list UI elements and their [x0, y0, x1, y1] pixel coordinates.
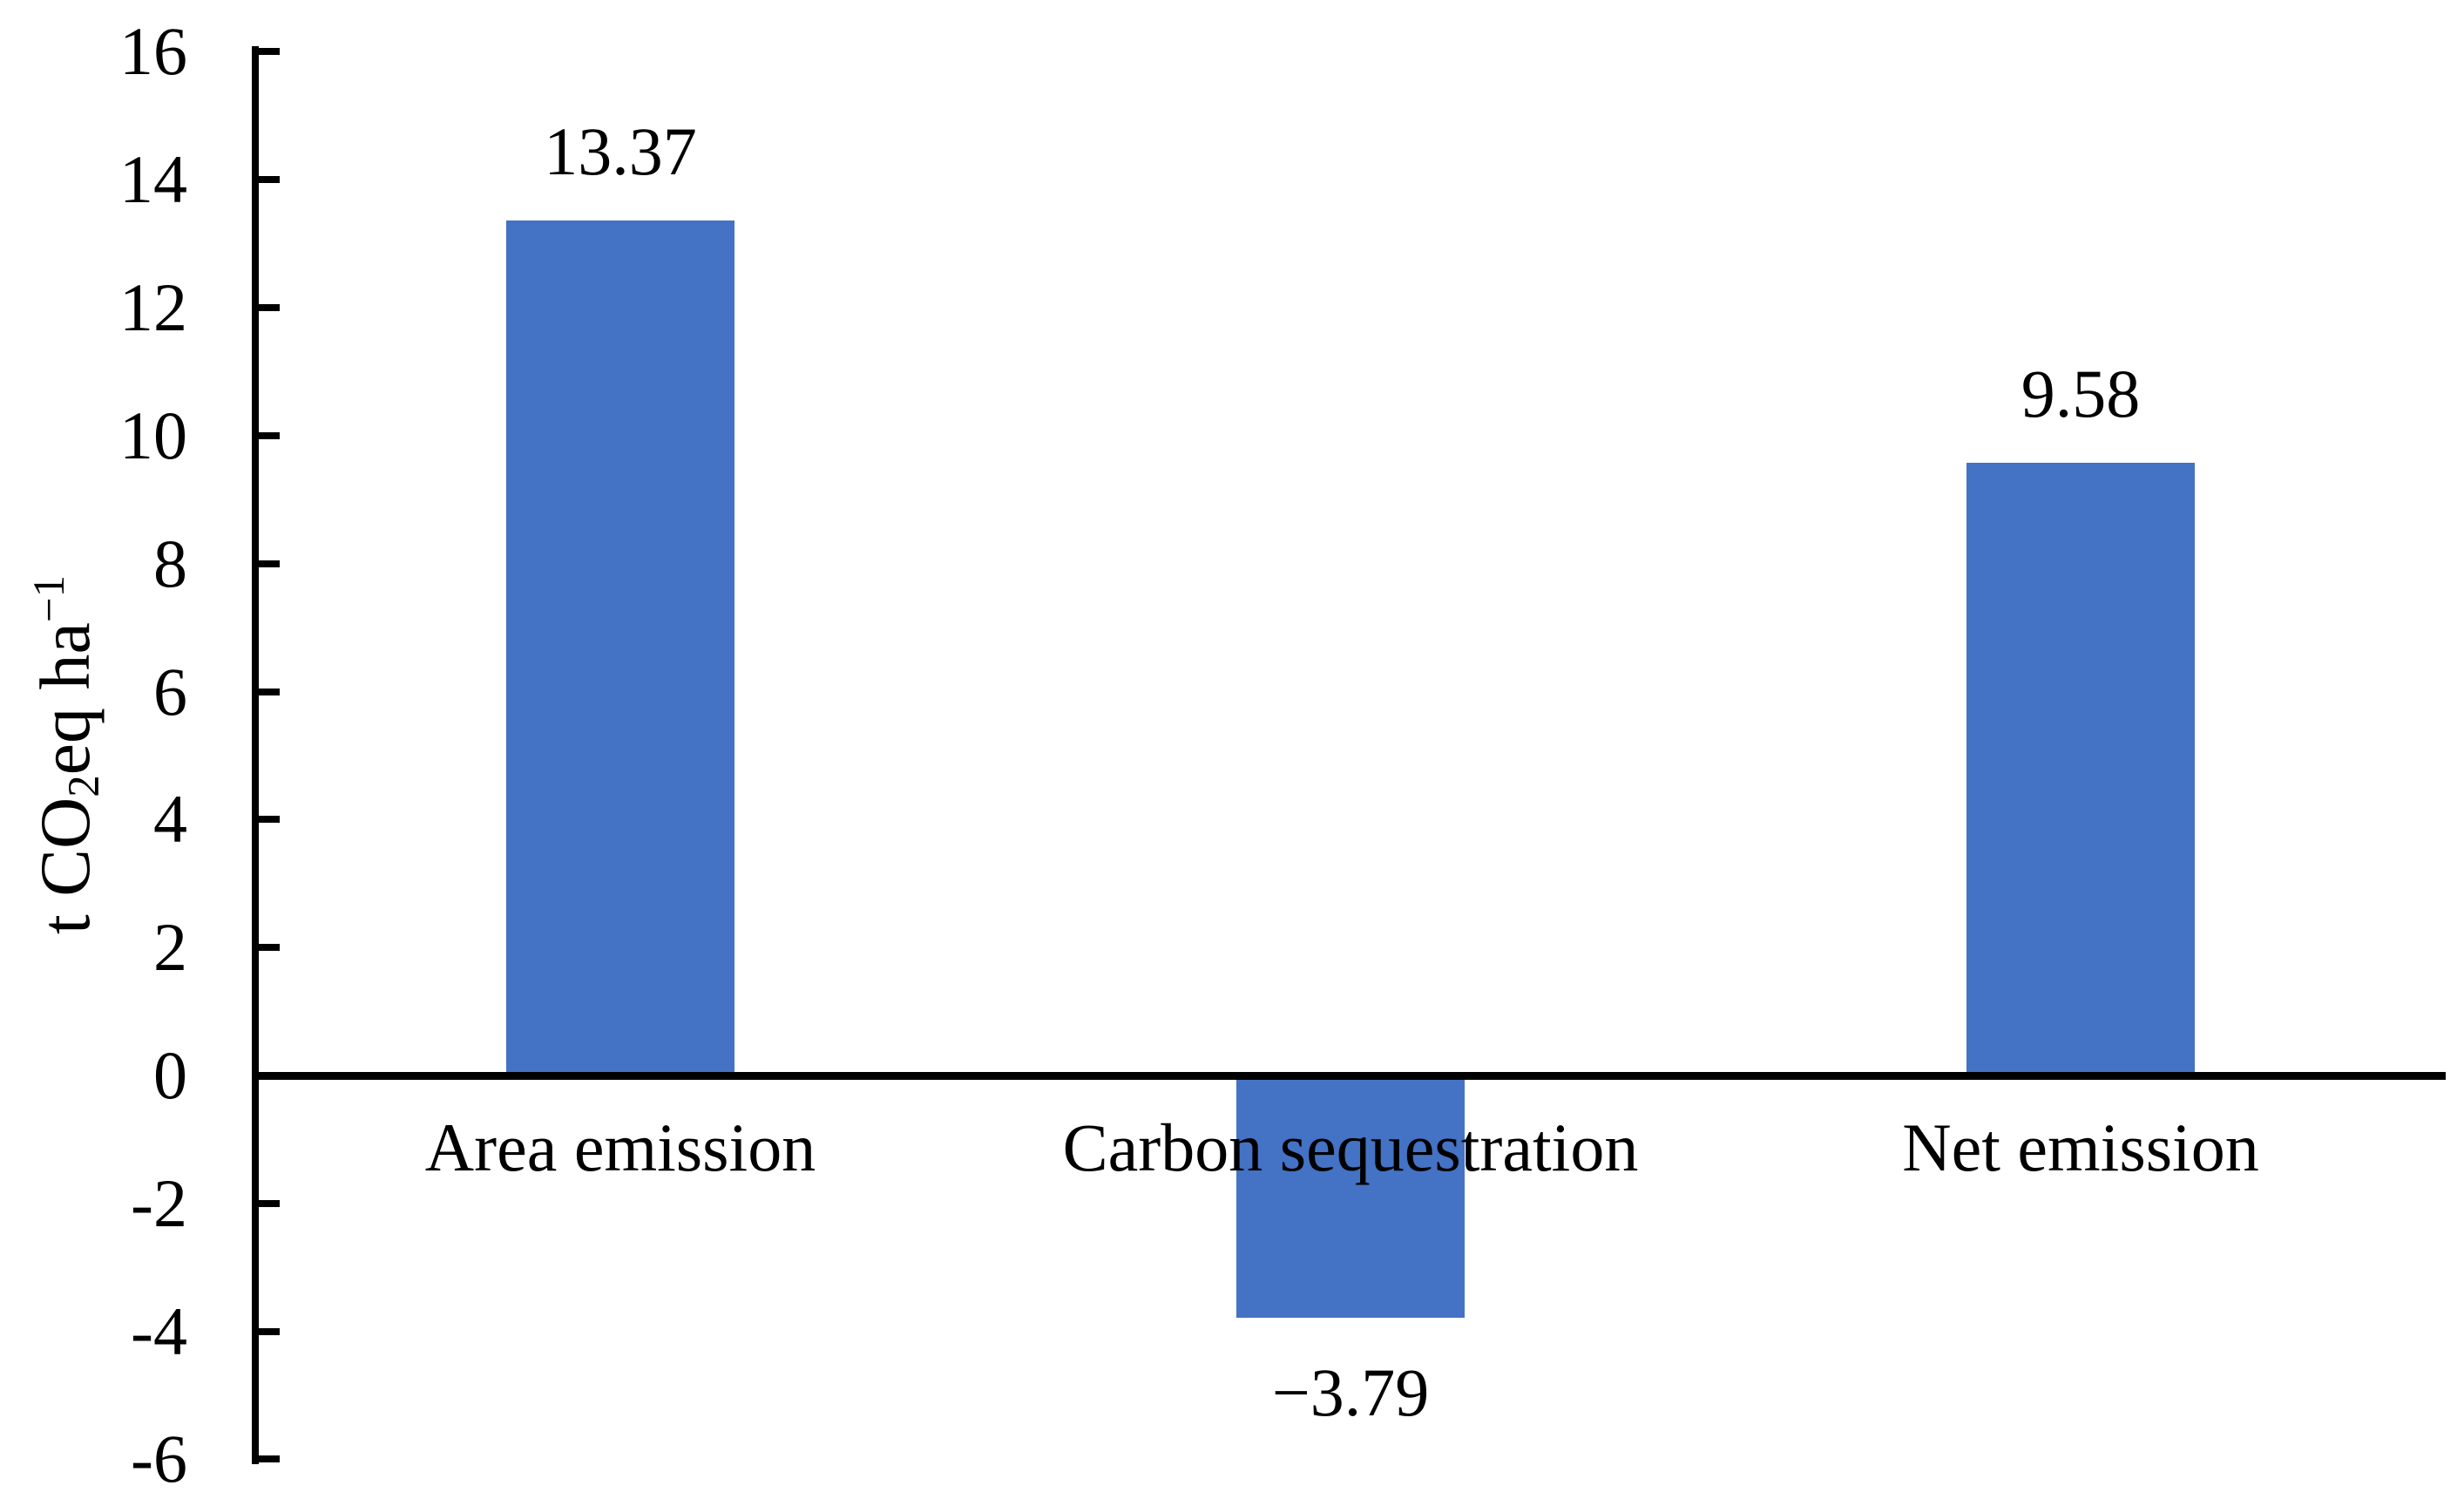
- y-axis-tick-label: 2: [153, 909, 187, 986]
- y-axis-tick: [255, 431, 280, 439]
- y-axis-tick-label: -6: [131, 1421, 187, 1497]
- y-axis-tick-label: 6: [153, 653, 187, 729]
- y-axis-tick-label: 14: [119, 141, 187, 218]
- y-axis-line: [252, 46, 259, 1465]
- y-axis-tick: [255, 176, 280, 184]
- y-axis-tick-label: 8: [153, 525, 187, 601]
- y-axis-tick: [255, 1072, 280, 1079]
- y-axis-tick: [255, 1455, 280, 1463]
- y-axis-tick-label: 10: [119, 397, 187, 473]
- y-axis-tick-label: 16: [119, 13, 187, 90]
- y-axis-tick-label: 4: [153, 781, 187, 858]
- y-axis-tick-label: 0: [153, 1037, 187, 1113]
- y-axis-tick-label: -2: [131, 1164, 187, 1241]
- x-axis-line: [252, 1071, 2446, 1080]
- category-label: Area emission: [424, 1109, 816, 1185]
- bar-value-label: −3.79: [1271, 1354, 1430, 1430]
- category-label: Carbon sequestration: [1062, 1109, 1639, 1185]
- bar-net-emission: [1966, 463, 2195, 1075]
- bar-carbon-sequestration: [1236, 1075, 1465, 1318]
- y-axis-tick: [255, 1327, 280, 1335]
- bar-area-emission: [506, 220, 734, 1075]
- y-axis-tick: [255, 48, 280, 56]
- y-axis-tick: [255, 304, 280, 312]
- y-axis-tick: [255, 688, 280, 695]
- y-axis-tick-label: -4: [131, 1292, 187, 1369]
- y-axis-tick: [255, 816, 280, 824]
- y-axis-tick: [255, 1199, 280, 1207]
- category-label: Net emission: [1902, 1109, 2259, 1185]
- y-axis-tick: [255, 944, 280, 952]
- y-axis-tick-label: 12: [119, 269, 187, 346]
- bar-value-label: 9.58: [2021, 356, 2141, 431]
- y-axis-tick: [255, 560, 280, 567]
- bar-value-label: 13.37: [544, 113, 697, 189]
